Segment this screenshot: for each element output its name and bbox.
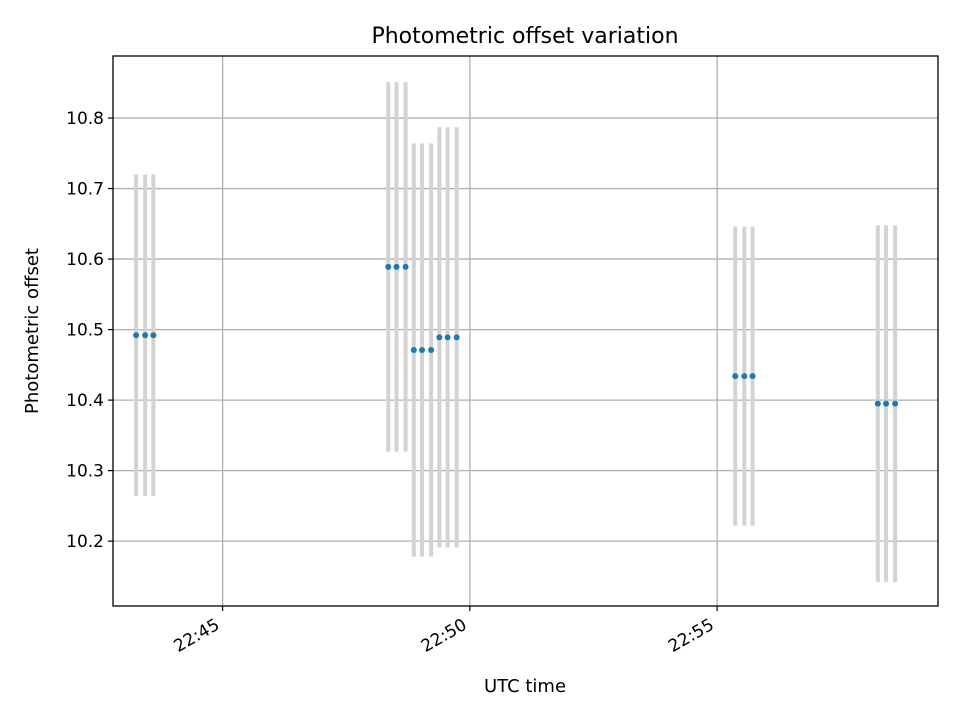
y-tick-label: 10.6	[66, 250, 104, 270]
data-point	[428, 347, 435, 354]
data-point	[402, 263, 409, 270]
grid	[113, 56, 938, 606]
x-tick-label: 22:55	[665, 615, 717, 657]
y-tick-label: 10.4	[66, 391, 104, 411]
x-axis-ticks: 22:45 22:50 22:55	[171, 606, 718, 657]
plot-frame	[112, 55, 939, 607]
data-point	[883, 400, 890, 407]
data-point	[741, 373, 748, 380]
x-tick-label: 22:50	[418, 615, 470, 657]
data-point	[133, 332, 140, 339]
data-point	[453, 334, 460, 341]
x-tick-label: 22:45	[171, 615, 223, 657]
data-points	[133, 263, 899, 407]
y-tick-label: 10.2	[66, 532, 104, 552]
data-point	[142, 332, 149, 339]
data-point	[444, 334, 451, 341]
data-point	[874, 400, 881, 407]
data-point	[410, 347, 417, 354]
y-tick-label: 10.8	[66, 109, 104, 129]
y-tick-label: 10.5	[66, 321, 104, 341]
chart-title: Photometric offset variation	[371, 24, 678, 49]
y-tick-label: 10.7	[66, 180, 104, 200]
data-point	[150, 332, 157, 339]
data-point	[892, 400, 899, 407]
data-point	[385, 263, 392, 270]
y-tick-label: 10.3	[66, 462, 104, 482]
error-bars	[134, 82, 898, 583]
y-axis-ticks: 10.2 10.3 10.4 10.5 10.6 10.7 10.8	[66, 109, 113, 552]
data-point	[419, 347, 426, 354]
x-axis-label: UTC time	[484, 676, 566, 697]
data-point	[436, 334, 443, 341]
data-point	[749, 373, 756, 380]
y-axis-label: Photometric offset	[22, 248, 43, 414]
data-point	[393, 263, 400, 270]
data-point	[732, 373, 739, 380]
